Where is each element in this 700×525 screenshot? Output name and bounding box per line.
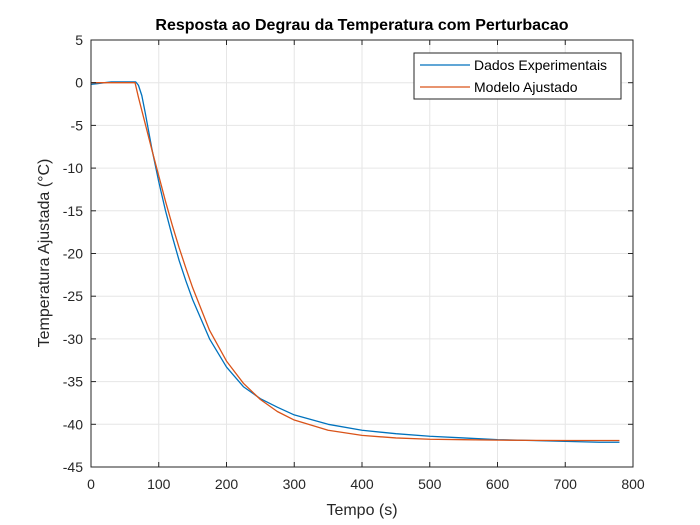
y-tick-label: -5: [71, 117, 84, 133]
legend-label-modelo-ajustado: Modelo Ajustado: [474, 79, 578, 95]
x-tick-label: 100: [147, 476, 171, 492]
y-tick-label: -30: [63, 331, 83, 347]
y-tick-label: -15: [63, 203, 83, 219]
legend-label-dados-experimentais: Dados Experimentais: [474, 57, 607, 73]
series-line-dados-experimentais: [90, 81, 620, 443]
x-axis-title: Tempo (s): [326, 502, 397, 519]
x-tick-label: 800: [621, 476, 645, 492]
tick-labels: 0 100 200 300 400 500 600 700 800 5 0 -5 -10 -15 -20 -2…: [63, 32, 645, 492]
x-tick-label: 0: [87, 476, 95, 492]
y-tick-label: -45: [63, 459, 83, 475]
y-tick-label: -20: [63, 246, 83, 262]
x-tick-label: 600: [486, 476, 510, 492]
series-line-modelo-ajustado: [91, 82, 620, 442]
x-tick-label: 500: [418, 476, 442, 492]
series-layer: [90, 81, 620, 443]
y-tick-label: -35: [63, 374, 83, 390]
x-tick-label: 300: [283, 476, 307, 492]
x-tick-label: 700: [554, 476, 578, 492]
y-tick-label: 0: [75, 75, 83, 91]
grid: [90, 39, 634, 468]
y-tick-label: 5: [75, 32, 83, 48]
axis-ticks: [90, 39, 634, 468]
y-tick-label: -10: [63, 160, 83, 176]
y-tick-label: -25: [63, 288, 83, 304]
legend: Dados Experimentais Modelo Ajustado: [413, 52, 622, 100]
y-axis-title: Temperatura Ajustada (°C): [36, 159, 53, 348]
chart-title: Resposta ao Degrau da Temperatura com Pe…: [155, 17, 568, 34]
x-tick-label: 400: [350, 476, 374, 492]
legend-box: [413, 52, 622, 100]
y-tick-label: -40: [63, 416, 83, 432]
x-tick-label: 200: [215, 476, 239, 492]
